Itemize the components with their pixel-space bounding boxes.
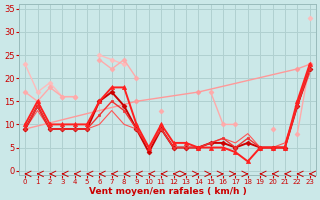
X-axis label: Vent moyen/en rafales ( km/h ): Vent moyen/en rafales ( km/h ) — [89, 187, 246, 196]
